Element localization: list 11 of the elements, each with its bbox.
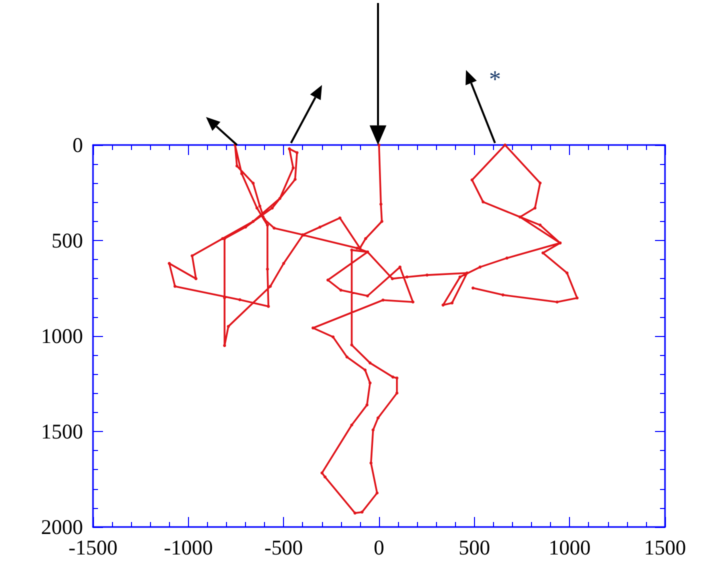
y-tick-label: 1500 [41,420,83,444]
x-tick-label: 1000 [548,536,591,560]
x-tick-label: 500 [458,536,490,560]
x-tick-label: -1000 [164,536,213,560]
x-tick-label: -500 [264,536,303,560]
y-tick-label: 500 [52,228,83,252]
x-tick-label: 1500 [644,536,686,560]
y-tick-label: 1000 [41,324,83,348]
x-tick-label: 0 [374,536,384,560]
y-tick-label: 0 [72,133,83,157]
text: * [489,67,501,93]
